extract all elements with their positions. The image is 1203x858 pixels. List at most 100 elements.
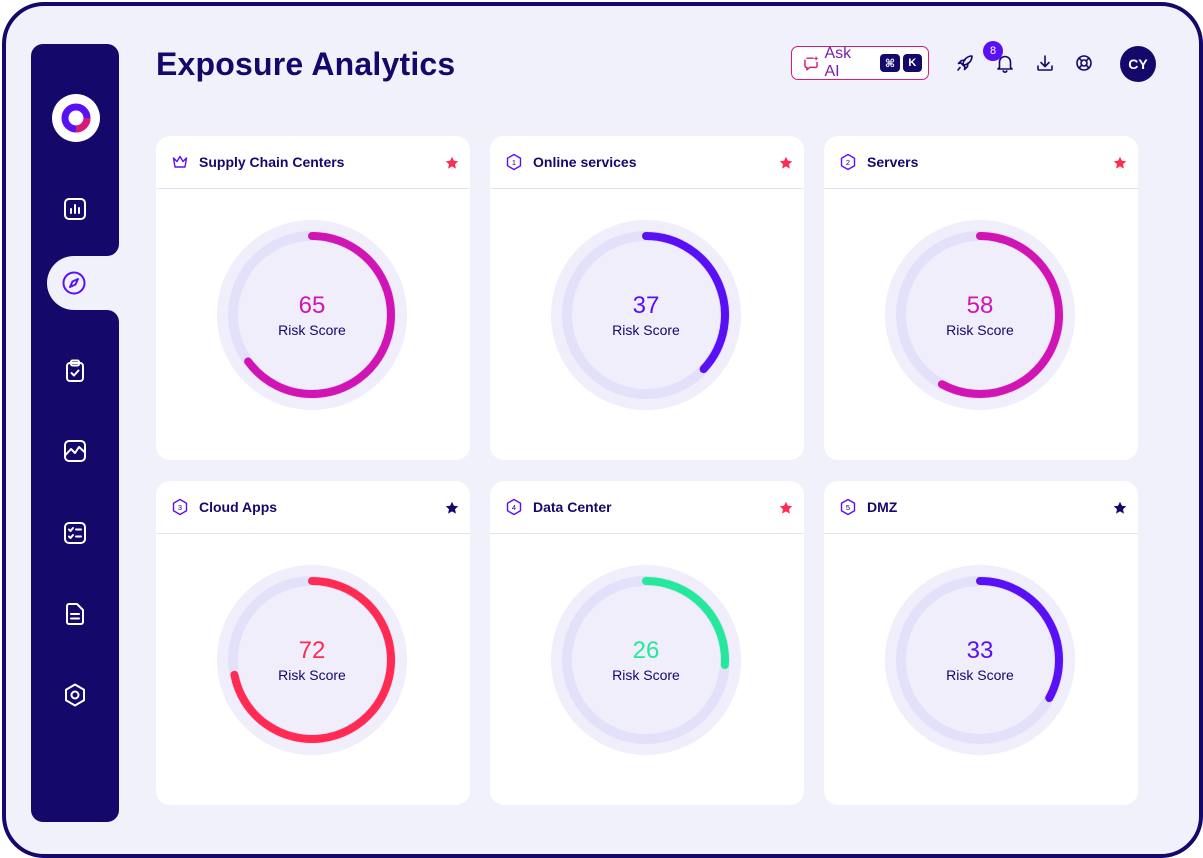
gauge-svg <box>551 565 741 755</box>
ai-chat-icon <box>804 56 819 71</box>
favorite-star-button[interactable] <box>445 156 459 170</box>
hexagon-2-icon: 2 <box>839 153 857 171</box>
compass-icon <box>62 271 86 295</box>
ask-ai-label: Ask AI <box>824 45 852 80</box>
risk-score-gauge <box>548 562 744 758</box>
gauge-progress-arc <box>244 232 395 398</box>
sidebar-item-tasks[interactable] <box>31 344 119 398</box>
hexagon-number: 2 <box>846 158 850 167</box>
sidebar-item-trends[interactable] <box>31 424 119 478</box>
hexagon-settings-icon <box>65 683 85 707</box>
star-icon <box>779 501 793 514</box>
bar-chart-icon <box>64 198 86 220</box>
card-header: 2 Servers <box>824 136 1138 189</box>
favorite-star-button[interactable] <box>779 501 793 515</box>
sidebar-item-checklists[interactable] <box>31 506 119 560</box>
line-chart-icon <box>64 440 86 462</box>
risk-score-label: Risk Score <box>278 667 346 683</box>
card-header: 5 DMZ <box>824 481 1138 534</box>
gauge-progress-arc <box>937 232 1063 398</box>
risk-score-label: Risk Score <box>612 667 680 683</box>
exposure-card[interactable]: 3 Cloud Apps 72 Risk Score <box>156 481 470 805</box>
exposure-card[interactable]: 5 DMZ 33 Risk Score <box>824 481 1138 805</box>
card-title: Supply Chain Centers <box>199 154 345 170</box>
exposure-card[interactable]: 4 Data Center 26 Risk Score <box>490 481 804 805</box>
risk-score-value: 72 <box>298 637 326 664</box>
notification-count-badge: 8 <box>983 41 1003 61</box>
risk-score-gauge <box>548 217 744 413</box>
exposure-card[interactable]: Supply Chain Centers 65 Risk Score <box>156 136 470 460</box>
hexagon-number: 5 <box>846 503 850 512</box>
page-title: Exposure Analytics <box>156 46 456 82</box>
gauge-progress-arc <box>642 232 729 374</box>
risk-score-gauge <box>882 217 1078 413</box>
star-icon <box>1113 156 1127 169</box>
star-icon <box>779 156 793 169</box>
launch-button[interactable] <box>954 52 976 74</box>
hexagon-5-icon: 5 <box>839 498 857 516</box>
risk-score-value: 65 <box>298 292 326 319</box>
risk-score-gauge <box>882 562 1078 758</box>
logo-icon <box>61 103 91 133</box>
download-button[interactable] <box>1034 52 1056 74</box>
gauge-inner <box>572 586 720 734</box>
gauge-inner <box>238 586 386 734</box>
favorite-star-button[interactable] <box>1113 501 1127 515</box>
card-title: Online services <box>533 154 637 170</box>
download-icon <box>1037 55 1053 71</box>
app-logo[interactable] <box>52 94 100 142</box>
card-header: 4 Data Center <box>490 481 804 534</box>
gauge-inner <box>572 241 720 389</box>
ask-ai-button[interactable]: Ask AI ⌘ K <box>791 45 929 80</box>
risk-score-value: 26 <box>632 637 660 664</box>
card-header: Supply Chain Centers <box>156 136 470 189</box>
star-icon <box>1113 501 1127 514</box>
favorite-star-button[interactable] <box>445 501 459 515</box>
risk-score-gauge <box>214 562 410 758</box>
rocket-icon <box>957 55 973 71</box>
lifebuoy-icon <box>1076 55 1092 71</box>
sidebar-item-reports[interactable] <box>31 587 119 641</box>
gauge-svg <box>551 220 741 410</box>
gauge-svg <box>885 220 1075 410</box>
sidebar-item-settings[interactable] <box>31 668 119 722</box>
star-icon <box>445 156 459 169</box>
document-icon <box>66 603 84 625</box>
favorite-star-button[interactable] <box>1113 156 1127 170</box>
sidebar-item-explore[interactable] <box>47 256 119 310</box>
gauge-inner <box>906 241 1054 389</box>
gauge-svg <box>217 220 407 410</box>
gauge-inner <box>238 241 386 389</box>
user-avatar[interactable]: CY <box>1120 46 1156 82</box>
hexagon-number: 3 <box>178 503 182 512</box>
hexagon-3-icon: 3 <box>171 498 189 516</box>
exposure-card[interactable]: 2 Servers 58 Risk Score <box>824 136 1138 460</box>
checklist-icon <box>64 522 86 544</box>
risk-score-gauge <box>214 217 410 413</box>
gauge-progress-arc <box>642 577 729 669</box>
k-key-badge: K <box>902 54 923 72</box>
gauge-progress-arc <box>230 577 395 743</box>
help-button[interactable] <box>1073 52 1095 74</box>
hexagon-1-icon: 1 <box>505 153 523 171</box>
card-header: 1 Online services <box>490 136 804 189</box>
gauge-inner <box>906 586 1054 734</box>
risk-score-label: Risk Score <box>278 322 346 338</box>
gauge-svg <box>217 565 407 755</box>
star-icon <box>445 501 459 514</box>
notifications-button[interactable] <box>994 52 1016 74</box>
sidebar-item-dashboard[interactable] <box>31 182 119 236</box>
card-header: 3 Cloud Apps <box>156 481 470 534</box>
risk-score-value: 58 <box>966 292 994 319</box>
card-title: Cloud Apps <box>199 499 278 515</box>
clipboard-check-icon <box>66 359 84 382</box>
favorite-star-button[interactable] <box>779 156 793 170</box>
bell-icon <box>997 55 1013 73</box>
card-title: Servers <box>867 154 919 170</box>
exposure-card[interactable]: 1 Online services 37 Risk Score <box>490 136 804 460</box>
card-title: DMZ <box>867 499 898 515</box>
hexagon-number: 1 <box>512 158 516 167</box>
risk-score-label: Risk Score <box>946 667 1014 683</box>
gauge-svg <box>885 565 1075 755</box>
